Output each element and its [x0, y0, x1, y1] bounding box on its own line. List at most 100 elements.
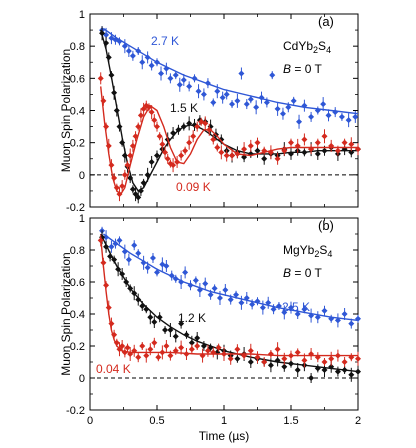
- data-point: [124, 162, 131, 169]
- series-label: 0.04 K: [96, 362, 131, 376]
- data-point: [263, 99, 270, 106]
- data-point: [274, 346, 281, 353]
- data-point: [219, 94, 226, 101]
- data-point: [294, 367, 301, 373]
- data-point: [113, 184, 120, 191]
- data-point: [314, 354, 321, 361]
- data-point: [113, 339, 120, 346]
- data-point: [301, 357, 308, 364]
- data-point: [202, 120, 209, 127]
- y-tick-label: 0.4: [70, 309, 85, 321]
- data-point: [111, 175, 118, 182]
- data-point: [195, 88, 202, 95]
- data-point: [259, 304, 266, 311]
- data-point: [170, 162, 177, 169]
- data-point: [116, 38, 123, 45]
- x-tick-label: 2: [355, 415, 361, 427]
- y-axis-title: Muon Spin Polarization: [59, 252, 73, 375]
- data-point: [140, 259, 147, 266]
- data-point: [190, 133, 197, 140]
- data-point: [233, 291, 240, 298]
- data-point: [202, 280, 209, 287]
- data-point: [243, 101, 250, 108]
- data-point: [229, 152, 236, 159]
- data-point: [223, 152, 230, 159]
- data-point: [241, 154, 248, 161]
- data-point: [348, 149, 355, 156]
- data-point: [121, 248, 128, 255]
- data-point: [338, 113, 345, 120]
- data-point: [115, 266, 122, 273]
- series-label: 0.09 K: [176, 180, 211, 194]
- data-point: [127, 152, 134, 159]
- y-tick-label: 0: [79, 373, 85, 385]
- data-point: [321, 367, 328, 373]
- data-point: [135, 250, 142, 257]
- data-point: [204, 80, 211, 87]
- data-point: [163, 343, 170, 349]
- data-point: [125, 256, 132, 263]
- compound-formula: CdYb2S4: [283, 39, 331, 55]
- data-point: [145, 104, 152, 111]
- data-point: [121, 171, 128, 178]
- data-point: [223, 91, 230, 98]
- data-point: [154, 152, 160, 159]
- data-point: [281, 363, 288, 370]
- data-point: [270, 306, 277, 313]
- data-point: [103, 123, 110, 130]
- data-point: [199, 352, 206, 359]
- data-point: [247, 359, 254, 365]
- data-point: [281, 309, 288, 316]
- data-point: [156, 133, 163, 140]
- data-point: [279, 110, 286, 117]
- data-point: [144, 171, 151, 178]
- data-point: [328, 355, 335, 362]
- y-tick-label: 0.2: [70, 138, 85, 150]
- data-point: [116, 237, 123, 244]
- data-point: [167, 352, 174, 359]
- data-point: [108, 162, 115, 169]
- data-point: [218, 149, 225, 156]
- data-point: [103, 234, 110, 241]
- data-point: [121, 349, 128, 356]
- data-point: [348, 371, 355, 378]
- fit-curve: [102, 233, 359, 322]
- data-point: [192, 277, 199, 284]
- data-point: [132, 133, 139, 140]
- data-point: [174, 158, 181, 165]
- data-point: [100, 97, 107, 104]
- data-point: [121, 43, 128, 50]
- series-1-2-K: [99, 230, 361, 383]
- data-point: [111, 89, 118, 96]
- series-0-04-K: [97, 234, 361, 368]
- data-point: [243, 295, 250, 301]
- data-point: [214, 88, 221, 95]
- data-point: [154, 269, 160, 276]
- data-point: [127, 175, 134, 182]
- data-point: [137, 187, 144, 194]
- series-label: 2.5 K: [282, 300, 310, 314]
- data-point: [163, 263, 170, 269]
- data-point: [194, 343, 201, 349]
- data-point: [187, 282, 194, 289]
- data-point: [267, 149, 274, 156]
- data-point: [149, 255, 156, 261]
- data-point: [301, 306, 308, 313]
- data-point: [103, 282, 110, 289]
- data-point: [352, 113, 359, 120]
- data-point: [139, 303, 146, 309]
- data-point: [148, 158, 155, 165]
- data-point: [345, 117, 352, 124]
- data-point: [144, 264, 151, 271]
- data-point: [180, 123, 187, 130]
- data-point: [275, 303, 282, 309]
- data-point: [151, 319, 158, 325]
- data-point: [261, 147, 268, 154]
- data-point: [274, 105, 281, 112]
- data-point: [100, 259, 107, 266]
- series-2-5-K: [99, 226, 361, 329]
- data-point: [135, 47, 142, 54]
- data-point: [188, 346, 195, 353]
- data-point: [222, 287, 229, 293]
